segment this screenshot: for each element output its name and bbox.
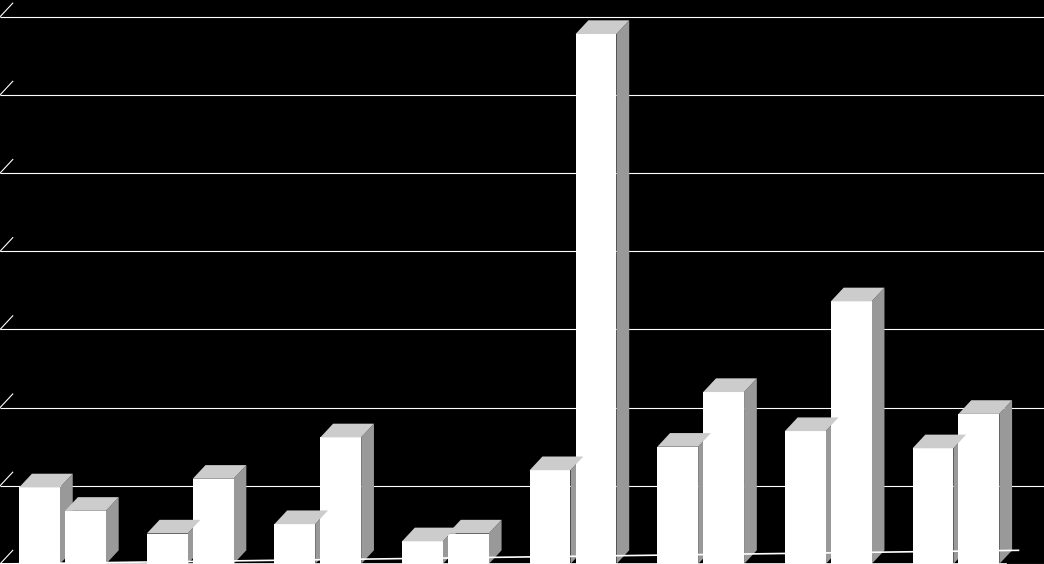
Polygon shape [65, 497, 119, 511]
Polygon shape [744, 378, 757, 564]
Bar [147, 534, 188, 564]
Bar [704, 392, 744, 564]
Bar [575, 34, 616, 564]
Polygon shape [570, 456, 584, 564]
Polygon shape [912, 435, 966, 448]
Bar [958, 414, 999, 564]
Polygon shape [361, 424, 374, 564]
Polygon shape [872, 288, 884, 564]
Polygon shape [188, 520, 200, 564]
Polygon shape [529, 456, 584, 470]
Polygon shape [698, 433, 711, 564]
Polygon shape [958, 400, 1012, 414]
Polygon shape [489, 520, 501, 564]
Bar [65, 511, 105, 564]
Polygon shape [443, 528, 455, 564]
Polygon shape [826, 417, 838, 564]
Polygon shape [575, 20, 630, 34]
Bar [193, 479, 234, 564]
Polygon shape [704, 378, 757, 392]
Bar [402, 541, 443, 564]
Polygon shape [193, 465, 246, 479]
Polygon shape [402, 528, 455, 541]
Polygon shape [785, 417, 838, 431]
Polygon shape [147, 520, 200, 534]
Polygon shape [831, 288, 884, 301]
Polygon shape [315, 510, 328, 564]
Bar [19, 487, 60, 564]
Polygon shape [105, 497, 119, 564]
Bar [321, 437, 361, 564]
Bar [785, 431, 826, 564]
Polygon shape [234, 465, 246, 564]
Polygon shape [19, 474, 73, 487]
Polygon shape [658, 433, 711, 447]
Polygon shape [321, 424, 374, 437]
Bar [529, 470, 570, 564]
Bar [831, 301, 872, 564]
Polygon shape [275, 510, 328, 524]
Bar [448, 534, 489, 564]
Polygon shape [953, 435, 966, 564]
Bar [275, 524, 315, 564]
Polygon shape [616, 20, 630, 564]
Polygon shape [448, 520, 501, 534]
Polygon shape [999, 400, 1012, 564]
Bar [658, 447, 698, 564]
Polygon shape [60, 474, 73, 564]
Bar [912, 448, 953, 564]
